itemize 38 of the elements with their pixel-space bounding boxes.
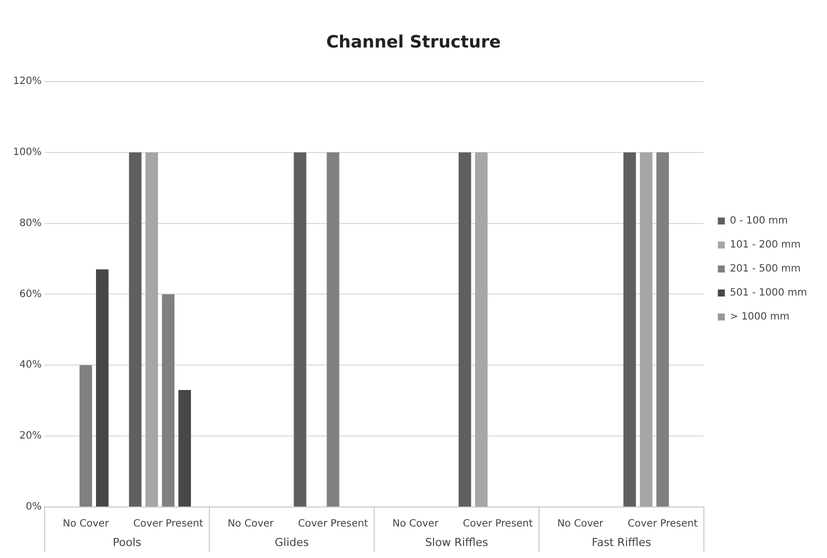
x-tick-label: No Cover xyxy=(557,518,604,530)
bar xyxy=(80,365,92,506)
legend-label: 501 - 1000 mm xyxy=(730,288,808,299)
text: Pools xyxy=(112,536,142,549)
x-tick-label: No Cover xyxy=(392,518,440,530)
x-tick-label: No Cover xyxy=(228,518,275,530)
bar xyxy=(458,152,472,506)
text: Slow Riffles xyxy=(425,536,488,549)
legend-label: 201 - 500 mm xyxy=(730,264,801,275)
legend-label: 101 - 200 mm xyxy=(730,240,801,251)
bar xyxy=(145,152,158,506)
legend-label: 0 - 100 mm xyxy=(730,216,788,227)
bar xyxy=(326,152,340,506)
x-tick-label: Cover Present xyxy=(462,518,533,530)
bar xyxy=(294,152,306,506)
x-tick-label: No Cover xyxy=(62,518,110,530)
bar xyxy=(656,152,669,506)
y-tick-label: 0% xyxy=(26,502,42,513)
x-tick-label: Cover Present xyxy=(133,518,204,530)
text: Fast Riffles xyxy=(592,536,652,549)
bar xyxy=(128,152,142,506)
y-tick-label: 80% xyxy=(19,218,42,229)
chart-title: Channel Structure xyxy=(326,32,501,53)
y-tick-label: 40% xyxy=(19,360,42,371)
x-tick-label: Cover Present xyxy=(628,518,698,530)
bar xyxy=(178,390,191,506)
legend-label: > 1000 mm xyxy=(730,312,790,323)
bar xyxy=(96,269,109,506)
bar xyxy=(475,152,488,506)
text: Glides xyxy=(274,536,310,549)
y-tick-label: 100% xyxy=(12,146,42,158)
y-tick-label: 20% xyxy=(19,430,42,442)
y-tick-label: 60% xyxy=(19,288,42,300)
bar xyxy=(162,294,174,506)
bar xyxy=(623,152,636,506)
y-tick-label: 120% xyxy=(12,76,42,87)
x-tick-label: Cover Present xyxy=(298,518,368,530)
bar xyxy=(640,152,652,506)
